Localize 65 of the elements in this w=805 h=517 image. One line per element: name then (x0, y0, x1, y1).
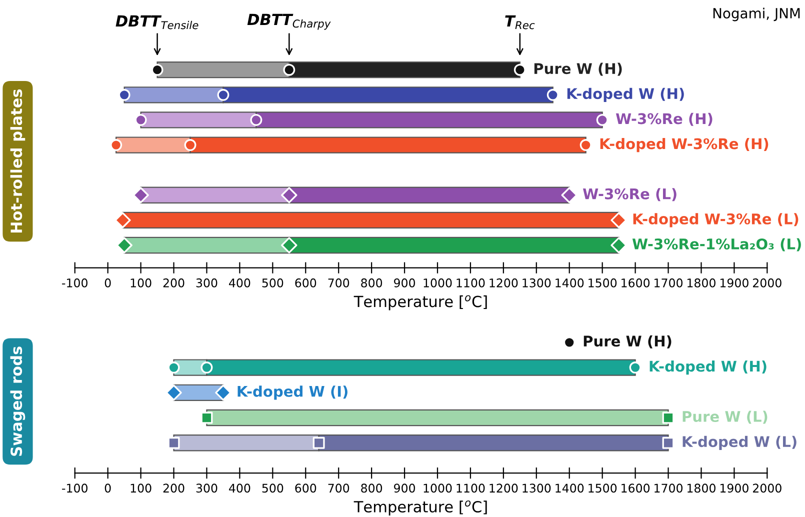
x-tick-label: 0 (104, 484, 111, 493)
x-tick-label: 800 (361, 484, 382, 493)
y-tick-label: Pure W (L) (682, 410, 768, 424)
bar (206, 409, 669, 426)
x-tick-label: 1200 (490, 278, 518, 288)
y-axis-title: Swaged rods (10, 346, 26, 456)
x-axis-title: Temperature [$^{o}$C] (354, 295, 487, 310)
x-tick-label: 1600 (622, 278, 650, 288)
x-tick-label: 1200 (490, 484, 518, 493)
x-tick-label: 700 (328, 484, 350, 493)
x-tick-label: 2000 (753, 278, 782, 288)
x-tick-label: 1700 (654, 278, 683, 288)
x-tick-label: 300 (196, 278, 218, 288)
y-tick-label: K-doped W (I) (238, 386, 348, 400)
text: Nogami, JNM (713, 8, 800, 22)
x-tick-label: 500 (262, 484, 284, 493)
x-tick-label: 1100 (456, 278, 485, 288)
x-tick-label: 500 (262, 278, 284, 288)
x-tick-label: 600 (295, 484, 316, 493)
annotation: T$_{Rec}$ (505, 15, 535, 30)
x-tick-label: 0 (104, 278, 111, 288)
x-tick-label: 1100 (456, 484, 485, 493)
x-tick-label: 100 (130, 484, 152, 493)
y-tick-label: K-doped W-3%Re (L) (633, 213, 798, 228)
x-tick-label: 700 (328, 278, 350, 288)
x-tick-label: 1000 (424, 278, 452, 288)
y-tick-label: W-3%Re (L) (582, 188, 676, 202)
x-tick-label: 800 (361, 278, 382, 288)
x-tick-label: 200 (163, 278, 184, 288)
y-tick-label: K-doped W (H) (567, 88, 684, 102)
x-tick-label: 2000 (753, 484, 782, 493)
x-tick-label: 900 (394, 484, 416, 493)
x-tick-label: 300 (196, 484, 218, 493)
x-tick-label: 1800 (688, 484, 716, 493)
y-tick-label: Pure W (H) (584, 335, 672, 348)
x-tick-label: 400 (229, 278, 250, 288)
x-tick-label: 1300 (522, 484, 551, 493)
x-tick-label: 1600 (622, 484, 650, 493)
x-tick-label: 1400 (556, 484, 584, 493)
annotation: DBTT$_{Charpy}$ (247, 14, 331, 30)
x-tick-label: 100 (130, 278, 152, 288)
x-tick-label: 1900 (720, 278, 748, 288)
y-tick-label: Pure W (H) (534, 62, 622, 76)
x-tick-label: -100 (62, 484, 88, 493)
x-tick-label: 1500 (588, 484, 617, 493)
x-tick-label: 600 (295, 278, 316, 288)
x-tick-label: 900 (394, 278, 416, 288)
annotation: DBTT$_{Tensile}$ (116, 15, 198, 30)
x-tick-label: 1700 (654, 484, 683, 493)
y-tick-label: K-doped W (L) (682, 436, 796, 450)
x-tick-label: 1000 (424, 484, 452, 493)
x-tick-label: 1500 (588, 278, 617, 288)
x-tick-label: 200 (163, 484, 184, 493)
x-tick-label: 1300 (522, 278, 551, 288)
x-tick-label: 1900 (720, 484, 748, 493)
y-tick-label: K-doped W (H) (650, 360, 766, 375)
x-tick-label: 1800 (688, 278, 716, 288)
y-tick-label: W-3%Re (H) (616, 112, 712, 126)
y-axis-title: Hot-rolled plates (10, 89, 26, 233)
x-tick-label: 1400 (556, 278, 584, 288)
x-tick-label: -100 (62, 278, 88, 288)
y-tick-label: W-3%Re-1%La₂O₃ (L) (632, 238, 801, 252)
x-tick-label: 400 (229, 484, 250, 493)
y-tick-label: K-doped W-3%Re (H) (600, 138, 768, 152)
x-axis-title: Temperature [$^{o}$C] (354, 500, 487, 516)
